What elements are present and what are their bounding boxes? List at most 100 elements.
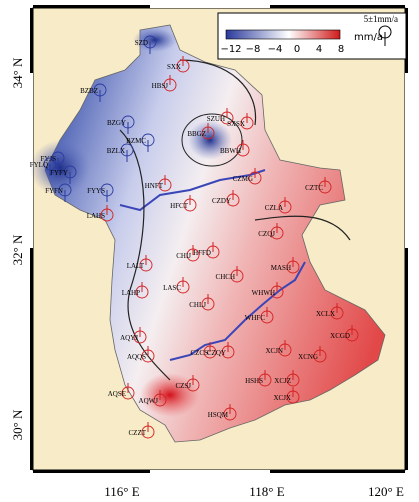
station: CHLJ <box>189 294 215 311</box>
colorbar-tick-label: −4 <box>268 44 283 55</box>
station-label: CZQJ <box>258 230 275 238</box>
station-label: HFFD <box>193 249 211 257</box>
station-label: FYFY <box>50 169 68 177</box>
station: CZQY <box>207 342 235 359</box>
station: XCJN <box>265 340 292 357</box>
station-label: CZQY <box>207 349 226 357</box>
station: SXX <box>167 56 190 73</box>
lat-label: 32° N <box>10 234 25 265</box>
station: CZMG <box>233 168 262 185</box>
colorbar-tick-label: 8 <box>338 44 344 55</box>
station-label: BZGY <box>107 119 126 127</box>
station-label: SZD <box>135 39 148 47</box>
colorbar-box <box>217 12 407 60</box>
colorbar-unit: mm/a <box>354 32 383 43</box>
station-label: CZCS <box>190 349 208 357</box>
station-label: BZBZ <box>80 87 98 95</box>
station-label: HFCT <box>170 202 189 210</box>
station-label: XCJZ <box>274 377 291 385</box>
station-label: CHCH <box>216 273 235 281</box>
station-label: AQQS <box>127 353 146 361</box>
scale-legend: 5±1mm/a <box>364 14 398 24</box>
station-label: FYFN <box>45 187 63 195</box>
station-label: LAHS <box>87 212 105 220</box>
station-label: BZMC <box>126 137 146 145</box>
station: MASH <box>271 257 300 274</box>
colorbar-tick-label: 4 <box>316 44 322 55</box>
station: BBWH <box>220 140 250 157</box>
station-label: CHLJ <box>189 301 206 309</box>
station: XCGD <box>330 325 359 342</box>
station: CZDY <box>212 190 240 207</box>
station-label: XCJX <box>273 394 291 402</box>
station: FYYS <box>87 183 114 202</box>
station: CZCS <box>190 342 217 359</box>
station: HFCT <box>170 195 197 212</box>
station: CZQJ <box>258 223 284 240</box>
station: SXSX <box>227 113 254 130</box>
station: XCJX <box>273 387 300 404</box>
station-label: SXX <box>167 63 181 71</box>
station: AQYJ <box>120 327 147 344</box>
station-label: HBSJ <box>152 82 169 90</box>
station-label: BBGZ <box>187 130 206 138</box>
station-label: SXSX <box>227 120 245 128</box>
station: CHCH <box>216 266 244 283</box>
station-label: HSQM <box>208 411 229 419</box>
station: HNFT <box>145 175 172 192</box>
station: FYFY <box>50 165 77 184</box>
lon-label: 118° E <box>249 484 284 499</box>
station-label: LAHP <box>122 289 140 297</box>
station-label: CZTC <box>305 184 323 192</box>
station: CZTC <box>305 177 332 194</box>
station: WHWH <box>252 282 284 299</box>
station-label: CZMG <box>233 175 253 183</box>
station-label: XCLX <box>316 310 335 318</box>
station-label: XCGD <box>330 332 350 340</box>
station: SZUH <box>207 108 234 125</box>
station-label: BZLX <box>107 147 125 155</box>
station-label: CZZT <box>129 429 147 437</box>
station-label: HSHS <box>245 377 263 385</box>
station-label: CHIJ <box>176 252 191 260</box>
station-label: AQSE <box>108 390 126 398</box>
station-label: HNFT <box>145 182 164 190</box>
station: FYFN <box>45 183 72 202</box>
station-label: CZDY <box>212 197 231 205</box>
station: LALT <box>127 255 153 272</box>
colorbar-tick-label: −8 <box>246 44 261 55</box>
station: BZBZ <box>80 83 107 102</box>
station: SZD <box>135 35 157 54</box>
station: FYLQ <box>30 157 57 176</box>
contour <box>181 113 243 167</box>
station: XCNG <box>298 346 327 363</box>
station: AQSE <box>108 383 135 400</box>
station-label: XCNG <box>298 353 318 361</box>
low-zone <box>133 28 177 52</box>
station: XCLX <box>316 303 344 320</box>
station-label: BBWH <box>220 147 241 155</box>
lon-label: 116° E <box>104 484 139 499</box>
station: LAHP <box>122 282 149 299</box>
station: HSQM <box>208 404 237 421</box>
station: WHFC <box>245 307 274 324</box>
station: BZMC <box>126 133 155 152</box>
station-label: AQWJ <box>139 397 159 405</box>
high-zone <box>140 373 200 417</box>
station-label: FYYS <box>87 187 105 195</box>
station: LASC <box>163 277 190 294</box>
lat-label: 30° N <box>10 409 25 440</box>
station: CZSJ <box>175 375 200 392</box>
province-field <box>44 24 386 443</box>
station: AQQS <box>127 346 155 363</box>
lat-label: 34° N <box>10 57 25 88</box>
station-label: CZSJ <box>175 382 191 390</box>
station: AQWJ <box>139 390 167 407</box>
station: CZLA <box>265 197 292 214</box>
station: XCJZ <box>274 370 300 387</box>
station: CHIJ <box>176 245 200 262</box>
colorbar-tick-label: 0 <box>294 44 300 55</box>
station: BZGY <box>107 115 135 134</box>
